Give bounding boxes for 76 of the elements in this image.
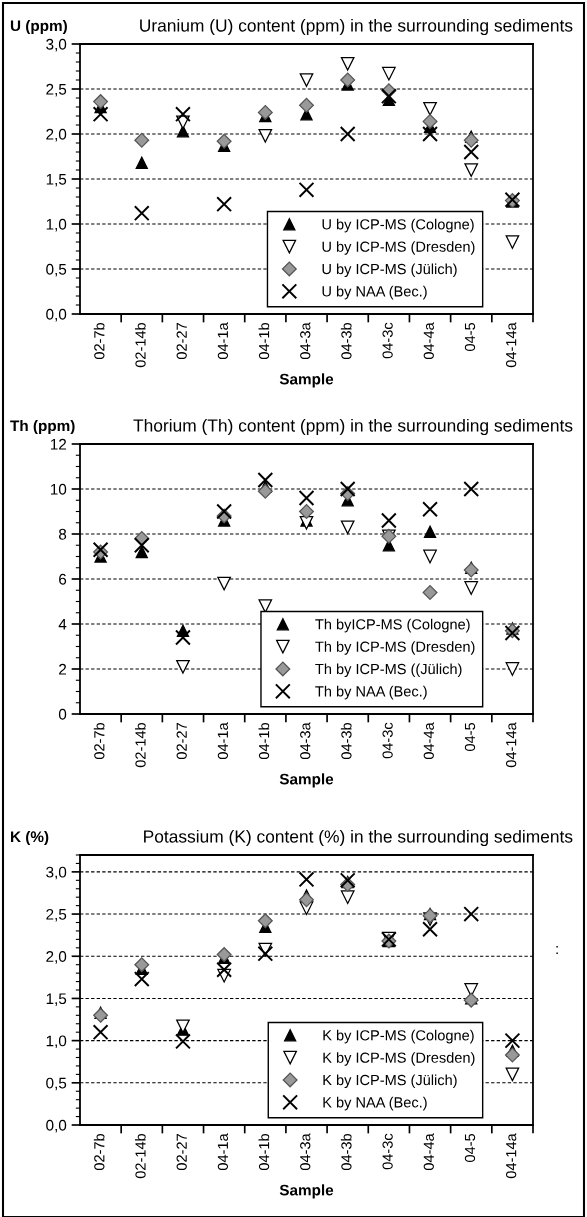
x-tick-label: 04-14a — [506, 1133, 517, 1179]
x-tick-label: 04-1b — [258, 1133, 270, 1171]
x-tick-label: 04-3a — [300, 1133, 311, 1171]
y-tick-label: 2,5 — [46, 83, 67, 97]
x-tick-label: 04-4a — [423, 1133, 434, 1171]
x-tick-label: 04-14a — [506, 722, 517, 768]
x-tick-label: 02-7b — [93, 722, 105, 760]
y-tick-label: 0,0 — [46, 308, 67, 322]
x-tick-label: 04-3b — [340, 322, 352, 360]
legend-label: Th by NAA (Bec.) — [315, 685, 427, 700]
x-tick-label: 02-27 — [176, 723, 187, 760]
legend-label: Th by ICP-MS (Dresden) — [315, 641, 475, 655]
x-tick-label: 04-3a — [300, 322, 311, 360]
legend-label: K by ICP-MS (Jülich) — [323, 1074, 457, 1089]
x-tick-label: 04-3b — [340, 722, 352, 760]
x-axis-title: Sample — [279, 1184, 334, 1199]
x-tick-label: 02-7b — [93, 322, 105, 360]
legend-label: U by ICP-MS (Dresden) — [322, 241, 475, 255]
x-tick-label: 04-1a — [217, 1133, 229, 1171]
x-tick-label: 04-5 — [464, 322, 476, 351]
x-tick-label: 02-27 — [176, 1134, 187, 1171]
y-tick-label: 1,5 — [46, 174, 67, 187]
x-tick-label: 04-3c — [382, 322, 393, 359]
legend-label: K by ICP-MS (Cologne) — [323, 1029, 474, 1044]
x-tick-label: 04-5 — [464, 722, 476, 751]
y-tick-label: 0,5 — [46, 263, 67, 277]
y-axis-title: K (%) — [11, 830, 49, 846]
y-tick-label: 3,0 — [46, 38, 67, 52]
x-tick-label: 04-4a — [423, 722, 434, 760]
y-tick-label: 0,0 — [46, 1119, 67, 1133]
legend-label: U by ICP-MS (Jülich) — [322, 263, 457, 278]
y-tick-label: 3,0 — [46, 866, 67, 880]
x-tick-label: 04-3c — [382, 1133, 393, 1170]
x-tick-label: 04-3b — [340, 1133, 352, 1171]
legend-label: K by ICP-MS (Dresden) — [323, 1052, 475, 1066]
legend-label: U by NAA (Bec.) — [322, 285, 427, 300]
legend-label: Th byICP-MS (Cologne) — [315, 618, 470, 633]
x-tick-label: 04-4a — [423, 322, 434, 360]
text: : — [556, 945, 558, 954]
y-axis-title: U (ppm) — [10, 19, 67, 35]
x-tick-label: 02-14b — [134, 322, 146, 368]
y-tick-label: 1,0 — [46, 218, 67, 232]
y-tick-label: 2,0 — [46, 951, 67, 964]
x-axis-title: Sample — [279, 773, 334, 788]
x-tick-label: 04-1b — [258, 322, 270, 360]
chart-title: Uranium (U) content (ppm) in the surrounding sediments — [140, 18, 573, 36]
x-tick-label: 04-14a — [506, 322, 517, 368]
y-tick-label: 12 — [50, 438, 67, 450]
y-tick-label: 2,0 — [46, 128, 67, 142]
x-tick-label: 04-3c — [382, 722, 393, 759]
x-tick-label: 02-7b — [93, 1133, 105, 1171]
y-tick-label: 10 — [50, 483, 67, 495]
x-axis-title: Sample — [279, 373, 334, 388]
x-tick-label: 04-1a — [217, 322, 229, 360]
x-tick-label: 02-14b — [134, 1133, 146, 1179]
y-axis-title: Th (ppm) — [10, 419, 75, 435]
y-tick-label: 4 — [58, 619, 67, 630]
x-tick-label: 04-5 — [464, 1133, 476, 1162]
legend-label: Th by ICP-MS ((Jülich) — [315, 663, 462, 678]
legend-label: K by NAA (Bec.) — [323, 1096, 427, 1111]
x-tick-label: 02-27 — [176, 323, 187, 360]
x-tick-label: 02-14b — [134, 722, 146, 768]
y-tick-label: 8 — [58, 528, 67, 540]
chart-title: Thorium (Th) content (ppm) in the surrounding sediments — [133, 418, 573, 436]
legend-label: U by ICP-MS (Cologne) — [322, 218, 474, 233]
y-tick-label: 0,5 — [46, 1077, 67, 1091]
y-tick-label: 2,5 — [46, 908, 67, 922]
y-tick-label: 0 — [58, 708, 67, 720]
y-tick-label: 1,0 — [46, 1035, 67, 1049]
y-tick-label: 6 — [59, 573, 67, 585]
y-tick-label: 1,5 — [46, 993, 67, 1006]
x-tick-label: 04-1b — [258, 722, 270, 760]
x-tick-label: 04-1a — [217, 722, 229, 760]
chart-title: Potassium (K) content (%) in the surrounding sediments — [144, 829, 573, 847]
x-tick-label: 04-3a — [300, 722, 311, 760]
y-tick-label: 2 — [59, 663, 67, 675]
